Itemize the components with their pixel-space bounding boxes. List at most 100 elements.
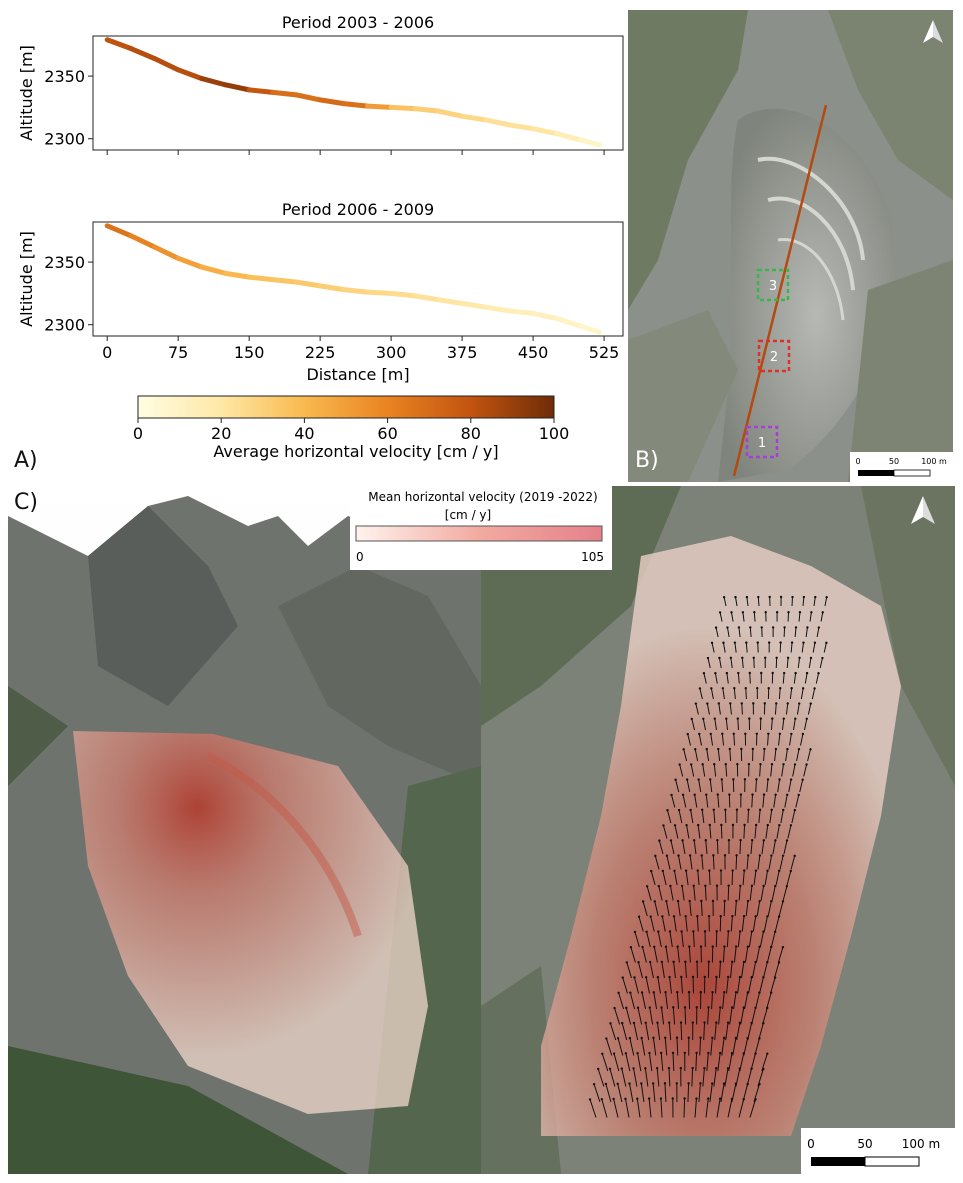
profile-segment [554, 315, 583, 329]
vector-head [636, 1006, 640, 1009]
vector-arrow [646, 886, 652, 901]
vector-arrow [646, 931, 651, 948]
vector-arrow [709, 779, 713, 793]
vector-head [722, 1082, 726, 1085]
vector-arrow [807, 703, 812, 715]
vector-head [699, 1082, 702, 1085]
vector-head [640, 1036, 643, 1040]
vector-arrow [772, 840, 776, 855]
vector-arrow [709, 824, 712, 839]
vector-head [616, 1037, 620, 1040]
vector-arrow [660, 1052, 664, 1072]
vector-arrow [727, 1098, 733, 1118]
vector-arrow [677, 901, 681, 917]
vector-arrow [676, 992, 680, 1010]
vector-arrow [740, 1007, 745, 1025]
vector-head [809, 748, 812, 751]
vector-arrow [738, 885, 741, 901]
vector-head [758, 899, 761, 903]
vector-arrow [691, 718, 695, 731]
vector-head [645, 885, 649, 888]
vector-arrow [770, 764, 773, 777]
vector-head [751, 747, 755, 751]
vector-head [760, 626, 763, 629]
vector-head [661, 915, 664, 918]
vector-head [711, 899, 715, 903]
vector-arrow [638, 916, 644, 932]
vector-head [770, 854, 773, 857]
vector-arrow [687, 733, 692, 746]
vector-head [770, 808, 773, 812]
vector-arrow [741, 703, 743, 715]
vector-arrow [773, 962, 780, 979]
vector-head [683, 1051, 686, 1055]
vector-head [802, 595, 806, 599]
vector-head [694, 748, 697, 751]
vector-arrow [758, 809, 761, 824]
vector-arrow [656, 1022, 661, 1041]
colorbar-a-label: Average horizontal velocity [cm / y] [213, 442, 498, 461]
vector-arrow [811, 688, 816, 700]
vector-head [680, 975, 683, 979]
vector-head [673, 824, 677, 827]
vector-head [656, 975, 660, 979]
vector-arrow [725, 718, 728, 731]
vector-head [781, 900, 785, 903]
vector-head [766, 960, 769, 964]
vector-head [773, 976, 777, 979]
vector-arrow [717, 1052, 721, 1072]
vector-arrow [713, 1068, 717, 1087]
vector-head [592, 1083, 596, 1086]
vector-head [674, 778, 677, 781]
vector-head [762, 930, 765, 933]
vector-arrow [668, 1022, 672, 1041]
vector-head [774, 747, 778, 751]
vector-arrow [797, 657, 801, 669]
vector-head [744, 732, 747, 735]
vector-head [710, 641, 714, 645]
vector-head [789, 824, 793, 827]
vector-head [696, 869, 699, 872]
vector-head [734, 945, 738, 948]
vector-arrow [661, 1007, 665, 1025]
vector-arrow [751, 794, 753, 808]
vector-head [755, 778, 758, 781]
vector-arrow [605, 1083, 612, 1103]
vector-head [722, 1036, 726, 1040]
vector-head [707, 1006, 710, 1009]
vector-arrow [718, 1007, 721, 1025]
vector-arrow [752, 916, 757, 932]
vector-arrow [774, 703, 777, 715]
xtick-label: 450 [518, 343, 549, 362]
profile-segment [506, 308, 536, 316]
vector-head [672, 960, 675, 964]
vector-head [690, 717, 694, 721]
vector-head [771, 717, 774, 720]
vector-arrow [703, 1022, 706, 1041]
vector-head [746, 1036, 749, 1040]
vector-head [779, 641, 782, 644]
ytick-label: 2350 [44, 253, 85, 272]
vector-arrow [775, 870, 780, 886]
vector-arrow [748, 977, 753, 994]
vector-head [672, 915, 676, 918]
vector-head [665, 854, 669, 857]
vector-arrow [678, 809, 683, 824]
vector-arrow [786, 657, 789, 669]
xtick-label: 300 [376, 343, 407, 362]
vector-arrow [729, 961, 733, 979]
vector-head [652, 991, 656, 994]
vector-arrow [653, 992, 658, 1010]
vector-head [687, 1082, 690, 1085]
vector-arrow [777, 947, 784, 963]
profile-segment [317, 97, 347, 107]
vector-head [801, 778, 804, 781]
vector-arrow [690, 809, 694, 824]
vector-head [644, 1021, 647, 1024]
vector-head [723, 854, 727, 857]
vector-arrow [714, 1022, 717, 1041]
vector-arrow [803, 718, 808, 731]
vector-head [683, 1006, 687, 1009]
vector-arrow [676, 1037, 679, 1056]
vector-arrow [658, 886, 663, 901]
